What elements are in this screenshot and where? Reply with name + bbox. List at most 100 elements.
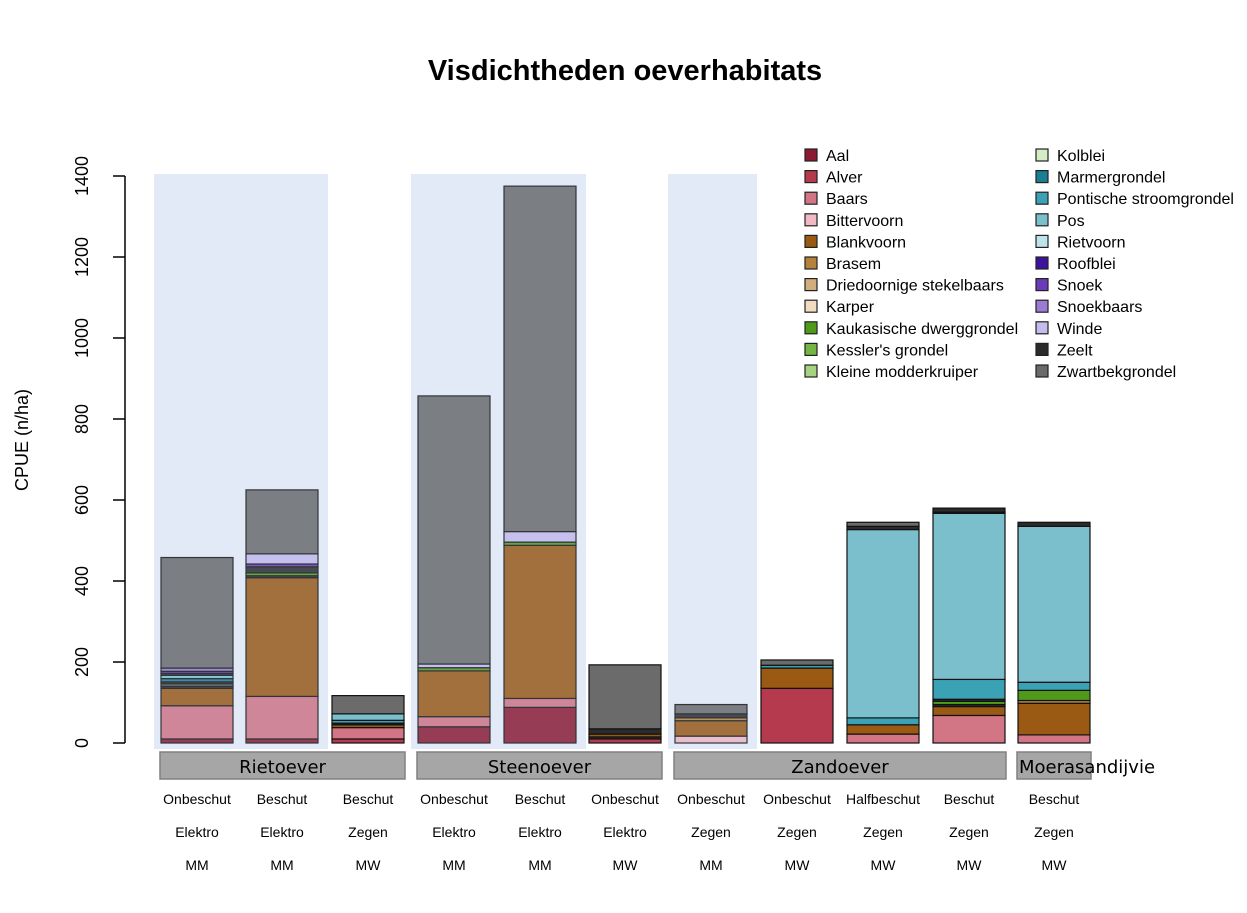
- bar-segment: [245, 695, 319, 740]
- category-period-label: MM: [185, 857, 208, 873]
- bar-stack: [1017, 521, 1091, 744]
- category-period-label: MW: [613, 857, 639, 873]
- category-shelter-label: Beschut: [343, 791, 394, 807]
- shade-tint: [411, 174, 586, 749]
- legend-swatch: [804, 148, 818, 162]
- legend-label: Marmergrondel: [1057, 170, 1165, 187]
- legend-swatch: [1035, 278, 1049, 292]
- legend-label: Pontische stroomgrondel: [1057, 191, 1234, 208]
- category-method-label: Elektro: [603, 824, 647, 840]
- y-tick-label: 800: [72, 404, 92, 434]
- group-label-text: Moerasandijvie: [1019, 757, 1155, 778]
- bar-stack: [674, 703, 748, 744]
- bar-segment: [245, 577, 319, 698]
- y-tick-label: 200: [72, 647, 92, 677]
- legend-label: Kessler's grondel: [826, 342, 948, 359]
- legend-item: Pontische stroomgrondel: [1035, 191, 1234, 208]
- legend-item: Kolblei: [1035, 148, 1105, 165]
- group-label: Rietoever: [159, 751, 406, 780]
- bar-segment: [846, 724, 920, 735]
- category-method-label: Zegen: [691, 824, 731, 840]
- shaded-region: [668, 174, 757, 749]
- category-period-label: MW: [785, 857, 811, 873]
- bar-segment: [588, 738, 662, 744]
- bar-segment: [588, 728, 662, 735]
- category-labels: OnbeschutElektroMMBeschutElektroMMBeschu…: [163, 791, 1079, 873]
- group-label-box: [1016, 751, 1092, 780]
- category-shelter-label: Beschut: [944, 791, 995, 807]
- y-tick-label: 0: [72, 738, 92, 748]
- category-shelter-label: Beschut: [515, 791, 566, 807]
- legend-item: Blankvoorn: [804, 234, 906, 251]
- category-shelter-label: Onbeschut: [420, 791, 488, 807]
- category-period-label: MM: [270, 857, 293, 873]
- category-period-label: MW: [1042, 857, 1068, 873]
- bar-segment: [245, 489, 319, 555]
- legend-label: Baars: [826, 191, 868, 208]
- legend-swatch: [804, 256, 818, 270]
- legend-label: Pos: [1057, 213, 1085, 230]
- legend-item: Roofblei: [1035, 256, 1116, 273]
- bar-segment: [760, 659, 834, 666]
- legend-swatch: [1035, 364, 1049, 378]
- y-tick-label: 1000: [72, 318, 92, 358]
- legend-swatch: [804, 321, 818, 335]
- group-label-box: [416, 751, 663, 780]
- legend-label: Snoek: [1057, 278, 1103, 295]
- legend-swatch: [1035, 148, 1049, 162]
- category-shelter-label: Onbeschut: [677, 791, 745, 807]
- bar-segment: [674, 703, 748, 715]
- bar-segment: [760, 687, 834, 744]
- legend-item: Kleine modderkruiper: [804, 364, 979, 381]
- y-axis-title: CPUE (n/ha): [12, 389, 32, 491]
- category-method-label: Zegen: [348, 824, 388, 840]
- legend-item: Kaukasische dwerggrondel: [804, 321, 1018, 338]
- bar-segment: [1017, 681, 1091, 691]
- legend-swatch: [804, 364, 818, 378]
- y-tick-label: 400: [72, 566, 92, 596]
- bar-segment: [417, 670, 491, 718]
- legend-label: Kleine modderkruiper: [826, 364, 979, 381]
- bar-segment: [1017, 525, 1091, 683]
- bar-segment: [1017, 702, 1091, 736]
- legend-swatch: [1035, 321, 1049, 335]
- bar-segment: [417, 395, 491, 665]
- bar-segment: [503, 185, 577, 533]
- category-label: Beschut Zegen MW: [343, 791, 394, 873]
- legend-item: Aal: [804, 148, 849, 165]
- group-label-box: [673, 751, 1007, 780]
- legend-swatch: [804, 234, 818, 248]
- legend-swatch: [1035, 191, 1049, 205]
- category-period-label: MW: [356, 857, 382, 873]
- legend-item: Baars: [804, 191, 868, 208]
- legend-swatch: [804, 299, 818, 313]
- legend-item: Snoek: [1035, 278, 1103, 295]
- category-label: Beschut Elektro MM: [515, 791, 566, 873]
- bar-segment: [932, 507, 1006, 513]
- legend-item: Winde: [1035, 321, 1102, 338]
- bar-segment: [932, 705, 1006, 717]
- y-tick-label: 1200: [72, 237, 92, 277]
- category-method-label: Zegen: [1034, 824, 1074, 840]
- category-shelter-label: Halfbeschut: [846, 791, 920, 807]
- bar-segment: [160, 556, 234, 669]
- category-method-label: Elektro: [260, 824, 304, 840]
- bar-segment: [846, 521, 920, 527]
- bar-stack: [331, 695, 405, 744]
- bar-stack: [417, 395, 491, 744]
- legend-swatch: [1035, 342, 1049, 356]
- bar-segment: [1017, 689, 1091, 702]
- group-label-text: Zandoever: [791, 757, 889, 778]
- category-method-label: Elektro: [432, 824, 476, 840]
- legend: Aal Alver Baars Bittervoorn Blankvoorn Brasem…: [804, 148, 1234, 381]
- legend-label: Alver: [826, 170, 863, 187]
- legend-swatch: [804, 342, 818, 356]
- legend-item: Pos: [1035, 213, 1085, 230]
- bar-segment: [932, 678, 1006, 700]
- y-tick-label: 600: [72, 485, 92, 515]
- legend-label: Winde: [1057, 321, 1102, 338]
- category-shelter-label: Onbeschut: [591, 791, 659, 807]
- category-label: Halfbeschut Zegen MW: [846, 791, 920, 873]
- legend-item: Rietvoorn: [1035, 234, 1125, 251]
- category-period-label: MW: [871, 857, 897, 873]
